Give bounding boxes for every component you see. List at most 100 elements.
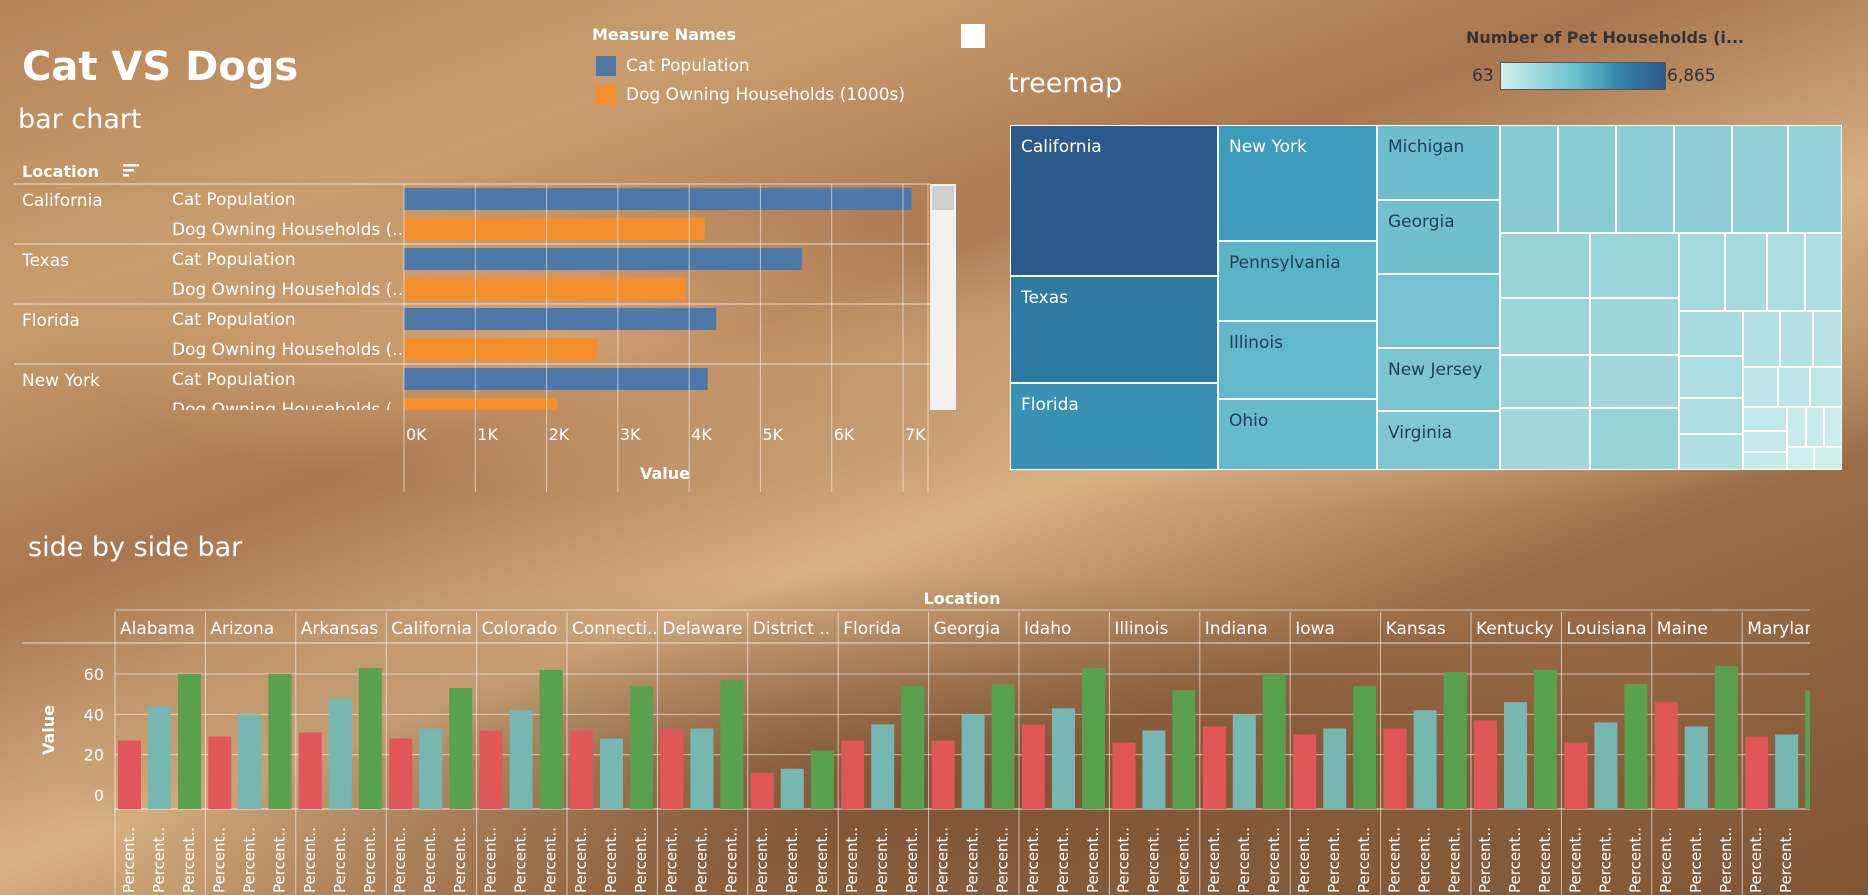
side-bar [600,738,623,809]
column-location-label: Louisiana [1566,619,1646,639]
bar-category-label: Percent.. [361,827,379,893]
treemap-cell [1788,408,1805,446]
treemap-cell [1011,277,1217,382]
bar-category-label: Percent.. [1717,827,1735,893]
row-location-label: California [22,191,103,211]
bar-category-label: Percent.. [1355,827,1373,893]
side-bar [961,714,985,809]
treemap-label: Ohio [1229,411,1268,431]
bar-category-label: Percent.. [120,827,138,893]
bar-category-label: Percent.. [1657,827,1675,893]
treemap-cell [1744,368,1777,406]
side-by-side-columns: Alabama Percent.. Percent.. Percent.. Arizon… [118,612,1810,895]
y-tick-label: 40 [84,705,104,724]
treemap-cell [1219,242,1376,320]
row-location-label: New York [22,371,100,391]
x-tick-label: 3K [620,425,641,444]
treemap-label: New York [1229,137,1307,157]
filter-placeholder[interactable] [961,24,985,48]
bar-cat-population [404,308,717,330]
bar-category-label: Percent.. [1205,827,1223,893]
y-tick-label: 0 [94,786,104,805]
bar-category-label: Percent.. [1024,827,1042,893]
treemap-cell [1501,356,1589,407]
treemap-label: Illinois [1229,333,1283,353]
treemap-cell [1591,299,1678,354]
legend-swatch-cat [596,56,616,76]
bar-category-label: Percent.. [1174,827,1192,893]
side-bar [841,740,865,809]
side-bar [509,710,533,809]
column-location-label: Delaware [662,619,742,639]
bar-category-label: Percent.. [873,827,891,893]
treemap-cell [1378,126,1499,199]
treemap-cell [1825,408,1841,446]
column-location-label: Kansas [1386,619,1446,639]
side-bar [931,740,955,809]
treemap-cell [1768,234,1804,310]
column-location-label: Arizona [210,619,274,639]
side-bar [570,730,593,809]
bar-category-label: Percent.. [994,827,1012,893]
bar-category-label: Percent.. [1536,827,1554,893]
side-bar [1654,702,1678,809]
row-measure-label: Dog Owning Households (... [172,280,409,300]
bar-category-label: Percent.. [1476,827,1494,893]
side-bar [208,736,232,809]
bar-category-label: Percent.. [270,827,288,893]
bar-category-label: Percent.. [1626,827,1644,893]
column-location-label: Iowa [1295,619,1335,639]
bar-category-label: Percent.. [1054,827,1072,893]
side-bar [1202,726,1226,809]
bar-cat-population [404,368,708,390]
side-bar [991,684,1015,809]
legend-item-dog[interactable]: Dog Owning Households (1000s) [596,85,905,105]
color-legend-ramp [1500,62,1666,90]
treemap-cell [1378,275,1499,347]
treemap-cell [1591,356,1678,407]
bar-cat-population [404,188,912,210]
bar-chart-scroll-thumb[interactable] [932,186,954,210]
treemap-cell [1733,126,1787,232]
treemap-cell [1807,408,1823,446]
side-bar [1805,690,1810,809]
bar-category-label: Percent.. [1566,827,1584,893]
treemap-cell [1559,126,1615,232]
bar-category-label: Percent.. [632,827,650,893]
treemap-cell [1501,409,1589,469]
column-location-label: Connecti.. [572,619,658,639]
x-tick-label: 1K [477,425,498,444]
legend-label-dog: Dog Owning Households (1000s) [626,85,906,105]
bar-category-label: Percent.. [1295,827,1313,893]
side-bar [148,706,171,809]
treemap-cell [1744,408,1786,430]
side-bar [1594,722,1618,809]
side-bar [479,730,503,809]
legend-item-cat[interactable]: Cat Population [596,56,750,76]
y-tick-label: 60 [84,665,104,684]
bar-category-label: Percent.. [1416,827,1434,893]
row-measure-label: Dog Owning Households (... [172,340,409,360]
side-bar [328,698,352,809]
bar-chart-scrollbar[interactable] [930,184,956,410]
color-legend-min: 63 [1472,66,1494,86]
column-location-label: Alabama [120,619,195,639]
bar-category-label: Percent.. [813,827,831,893]
side-bar [389,738,413,809]
row-measure-label: Dog Owning Households (... [172,220,409,240]
column-location-label: Colorado [482,619,558,639]
treemap-cell [1815,448,1841,469]
side-by-side-title: side by side bar [28,532,243,563]
legend-label-cat: Cat Population [626,56,750,76]
treemap-cell [1591,409,1678,469]
sort-icon[interactable] [122,162,140,180]
side-bar [871,724,895,809]
x-tick-label: 2K [549,425,570,444]
row-measure-label: Dog Owning Households (... [172,400,409,420]
treemap-label: California [1021,137,1102,157]
side-bar [690,728,714,809]
bar-dog-households [404,338,598,360]
side-bar [720,680,744,809]
side-bar [1684,726,1708,809]
